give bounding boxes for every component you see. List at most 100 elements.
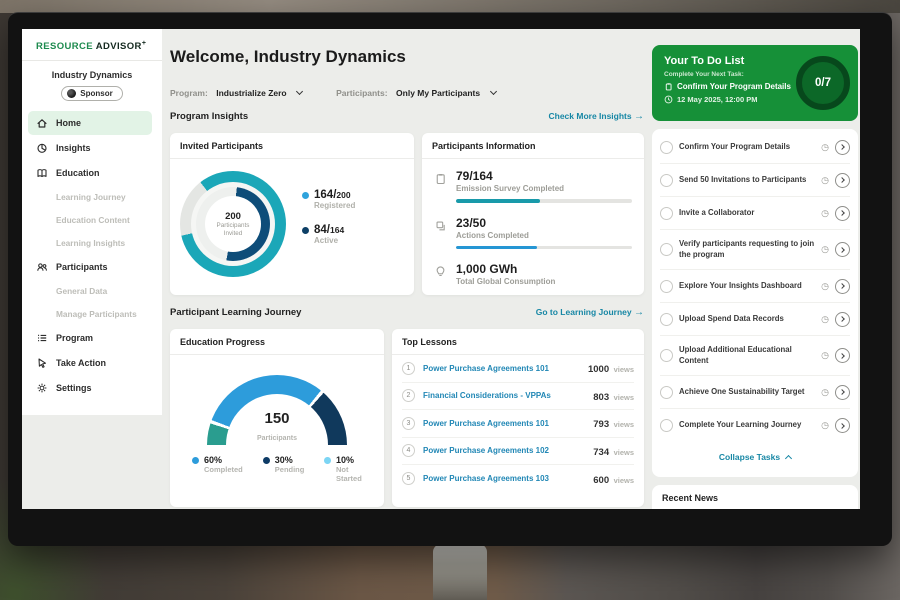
lesson-link[interactable]: Power Purchase Agreements 102 — [423, 446, 549, 456]
recent-news-heading: Recent News — [652, 485, 858, 509]
lesson-row: 4 Power Purchase Agreements 102 734 view… — [402, 438, 634, 465]
legend-completed: 60% Completed — [192, 455, 243, 483]
donut-center-label: Participants — [216, 221, 250, 229]
todo-item[interactable]: Explore Your Insights Dashboard ◷ — [660, 270, 850, 303]
legend-dot — [192, 457, 199, 464]
info-value: 23/50 — [456, 215, 487, 230]
sidebar-nav: Home Insights Education Learning Journey… — [22, 111, 162, 400]
chevron-right-icon — [839, 389, 845, 395]
todo-open-button[interactable] — [835, 418, 850, 433]
sidebar-item-program[interactable]: Program — [28, 326, 152, 350]
sponsor-badge[interactable]: Sponsor — [61, 86, 123, 102]
chevron-down-icon — [489, 87, 497, 96]
legend-dot — [324, 457, 331, 464]
legend-pending: 30% Pending — [262, 455, 304, 483]
legend-dot — [302, 226, 309, 234]
sidebar-item-learning-insights[interactable]: Learning Insights — [56, 238, 126, 249]
todo-checkbox[interactable] — [660, 279, 673, 293]
invited-donut-chart: 200 Participants Invited — [180, 171, 286, 277]
sidebar-item-label: Settings — [56, 383, 92, 394]
todo-item[interactable]: Complete Your Learning Journey ◷ — [660, 409, 850, 442]
sidebar-item-learning-journey[interactable]: Learning Journey — [56, 192, 126, 203]
sidebar-item-take-action[interactable]: Take Action — [28, 351, 152, 375]
logo-text-primary: RESOURCE — [36, 41, 94, 53]
clock-icon: ◷ — [821, 280, 829, 291]
todo-item-label: Complete Your Learning Journey — [679, 420, 802, 430]
clock-icon: ◷ — [821, 207, 829, 218]
page-title: Welcome, Industry Dynamics — [170, 47, 406, 66]
todo-hero-card: Your To Do List Complete Your Next Task:… — [652, 45, 858, 121]
card-title: Participants Information — [422, 133, 644, 159]
lesson-link[interactable]: Financial Considerations - VPPAs — [423, 391, 551, 401]
todo-checkbox[interactable] — [660, 312, 673, 326]
lesson-views: 600 views — [593, 474, 634, 486]
check-more-insights-link[interactable]: Check More Insights → — [548, 111, 644, 122]
sidebar-item-education[interactable]: Education — [28, 161, 152, 185]
chevron-up-icon — [785, 454, 793, 463]
section-title: Participant Learning Journey — [170, 307, 302, 318]
lightbulb-icon — [434, 262, 447, 286]
monitor-bezel: RESOURCE ADVISOR+ Industry Dynamics Spon… — [8, 12, 892, 546]
todo-open-button[interactable] — [835, 348, 850, 363]
todo-item[interactable]: Invite a Collaborator ◷ — [660, 197, 850, 230]
lesson-views: 793 views — [593, 419, 634, 431]
clock-icon: ◷ — [821, 386, 829, 397]
todo-checkbox[interactable] — [660, 419, 673, 432]
insights-cards-row: Invited Participants 200 Participants In… — [170, 133, 644, 295]
sidebar-item-label: Take Action — [56, 358, 107, 369]
todo-open-button[interactable] — [835, 172, 850, 188]
sidebar-item-participants[interactable]: Participants — [28, 255, 152, 279]
go-to-learning-journey-link[interactable]: Go to Learning Journey → — [535, 307, 644, 318]
todo-open-button[interactable] — [835, 139, 850, 155]
todo-checkbox[interactable] — [660, 173, 673, 187]
sidebar-item-general-data[interactable]: General Data — [56, 286, 108, 297]
sidebar-item-home[interactable]: Home — [28, 111, 152, 136]
sidebar-item-manage-participants[interactable]: Manage Participants — [56, 309, 137, 320]
todo-item[interactable]: Upload Additional Educational Content ◷ — [660, 336, 850, 376]
todo-item-label: Send 50 Invitations to Participants — [679, 174, 807, 184]
todo-open-button[interactable] — [835, 242, 850, 257]
top-lessons-card: Top Lessons 1 Power Purchase Agreements … — [392, 329, 644, 507]
sidebar-item-settings[interactable]: Settings — [28, 376, 152, 400]
lesson-views: 803 views — [593, 391, 634, 403]
todo-item[interactable]: Confirm Your Program Details ◷ — [660, 131, 850, 164]
todo-open-button[interactable] — [835, 205, 850, 221]
todo-checkbox[interactable] — [660, 349, 673, 362]
todo-item[interactable]: Upload Spend Data Records ◷ — [660, 303, 850, 336]
todo-open-button[interactable] — [835, 278, 850, 294]
sidebar-item-label: Insights — [56, 143, 91, 154]
todo-checkbox[interactable] — [660, 243, 673, 256]
sidebar-item-education-content[interactable]: Education Content — [56, 215, 130, 226]
monitor-stand — [433, 544, 487, 600]
todo-checkbox[interactable] — [660, 385, 673, 399]
program-filter[interactable]: Program: Industrialize Zero — [170, 83, 304, 101]
todo-item[interactable]: Achieve One Sustainability Target ◷ — [660, 376, 850, 409]
lesson-row: 5 Power Purchase Agreements 103 600 view… — [402, 465, 634, 493]
todo-progress-ring: 0/7 — [796, 56, 850, 110]
todo-open-button[interactable] — [835, 384, 850, 400]
home-icon — [36, 117, 48, 129]
lesson-link[interactable]: Power Purchase Agreements 103 — [423, 474, 549, 484]
todo-item[interactable]: Send 50 Invitations to Participants ◷ — [660, 164, 850, 197]
todo-subtitle: Complete Your Next Task: — [664, 71, 744, 78]
logo-text-secondary: ADVISOR — [95, 41, 142, 53]
participants-filter[interactable]: Participants: Only My Participants — [336, 83, 497, 101]
sidebar-item-insights[interactable]: Insights — [28, 136, 152, 160]
todo-open-button[interactable] — [835, 311, 850, 327]
todo-checkbox[interactable] — [660, 140, 673, 154]
info-progress-fill — [456, 199, 541, 203]
gauge-center: 150 Participants — [207, 410, 347, 445]
collapse-tasks-link[interactable]: Collapse Tasks — [660, 442, 850, 472]
rank-badge: 2 — [402, 389, 415, 403]
chevron-right-icon — [839, 422, 845, 429]
legend-label: Active — [314, 236, 339, 245]
arrow-right-icon: → — [634, 111, 644, 122]
todo-item-label: Upload Additional Educational Content — [679, 345, 792, 365]
lesson-link[interactable]: Power Purchase Agreements 101 — [423, 363, 549, 373]
arrow-right-icon: → — [634, 307, 644, 318]
chevron-right-icon — [839, 246, 845, 253]
lesson-link[interactable]: Power Purchase Agreements 101 — [423, 418, 549, 428]
todo-checkbox[interactable] — [660, 206, 673, 220]
todo-item-label: Verify participants requesting to join t… — [679, 239, 815, 259]
todo-item[interactable]: Verify participants requesting to join t… — [660, 230, 850, 270]
